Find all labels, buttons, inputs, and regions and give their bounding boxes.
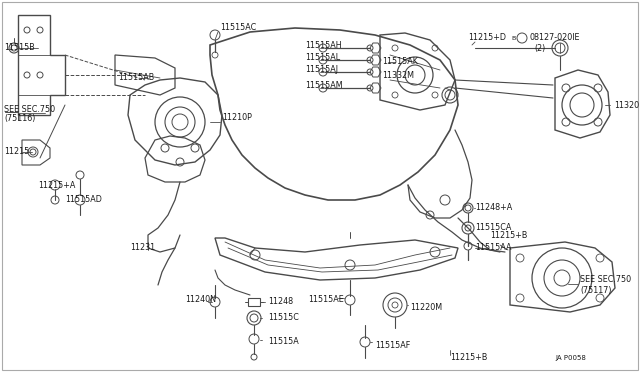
Text: 11231: 11231 [130, 244, 155, 253]
Text: B: B [511, 35, 515, 41]
Text: 11215+D: 11215+D [468, 33, 506, 42]
Text: 11515AL: 11515AL [305, 52, 340, 61]
Text: 11220M: 11220M [410, 304, 442, 312]
Text: SEE SEC.750: SEE SEC.750 [4, 106, 55, 115]
Text: 11320: 11320 [614, 100, 639, 109]
Text: 08127-020IE: 08127-020IE [530, 33, 580, 42]
Text: 11515AB: 11515AB [118, 74, 154, 83]
Text: 11248+A: 11248+A [475, 203, 512, 212]
Text: (2): (2) [534, 44, 545, 52]
Text: 11515CA: 11515CA [475, 224, 511, 232]
Text: 11515AJ: 11515AJ [305, 64, 338, 74]
Text: 11215+B: 11215+B [490, 231, 527, 240]
Text: 11332M: 11332M [382, 71, 414, 80]
Text: 11215: 11215 [4, 148, 29, 157]
Text: 11248: 11248 [268, 298, 293, 307]
Bar [248, 298, 260, 306]
Text: 11210P: 11210P [222, 113, 252, 122]
Text: 11515AF: 11515AF [375, 340, 410, 350]
Text: SEE SEC.750: SEE SEC.750 [580, 276, 631, 285]
Text: JA P0058: JA P0058 [555, 355, 586, 361]
Text: 11215+B: 11215+B [450, 353, 488, 362]
Text: 11515AD: 11515AD [65, 196, 102, 205]
Text: (75116): (75116) [4, 113, 35, 122]
Text: (75117): (75117) [580, 285, 611, 295]
Text: 11515AH: 11515AH [305, 41, 342, 49]
Text: 11515B: 11515B [4, 44, 35, 52]
Text: 11515C: 11515C [268, 314, 299, 323]
Text: 11515AE: 11515AE [308, 295, 344, 305]
Text: 11215+A: 11215+A [38, 182, 76, 190]
Text: 11515AA: 11515AA [475, 244, 511, 253]
Text: 11515AM: 11515AM [305, 80, 342, 90]
Text: 11515AC: 11515AC [220, 23, 256, 32]
Text: 11515AK: 11515AK [382, 58, 418, 67]
Text: 11515A: 11515A [268, 337, 299, 346]
Text: 11240N: 11240N [185, 295, 216, 305]
